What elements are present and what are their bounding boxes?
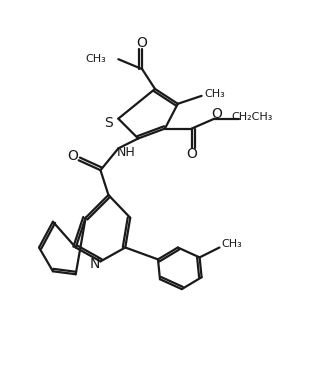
Text: O: O [186,147,197,161]
Text: CH₃: CH₃ [86,54,106,64]
Text: CH₃: CH₃ [204,89,225,99]
Text: S: S [104,116,113,130]
Text: O: O [137,36,148,50]
Text: O: O [67,149,78,163]
Text: NH: NH [117,146,136,159]
Text: CH₃: CH₃ [221,238,242,248]
Text: N: N [89,257,100,271]
Text: O: O [211,107,222,121]
Text: CH₂CH₃: CH₂CH₃ [232,112,273,122]
